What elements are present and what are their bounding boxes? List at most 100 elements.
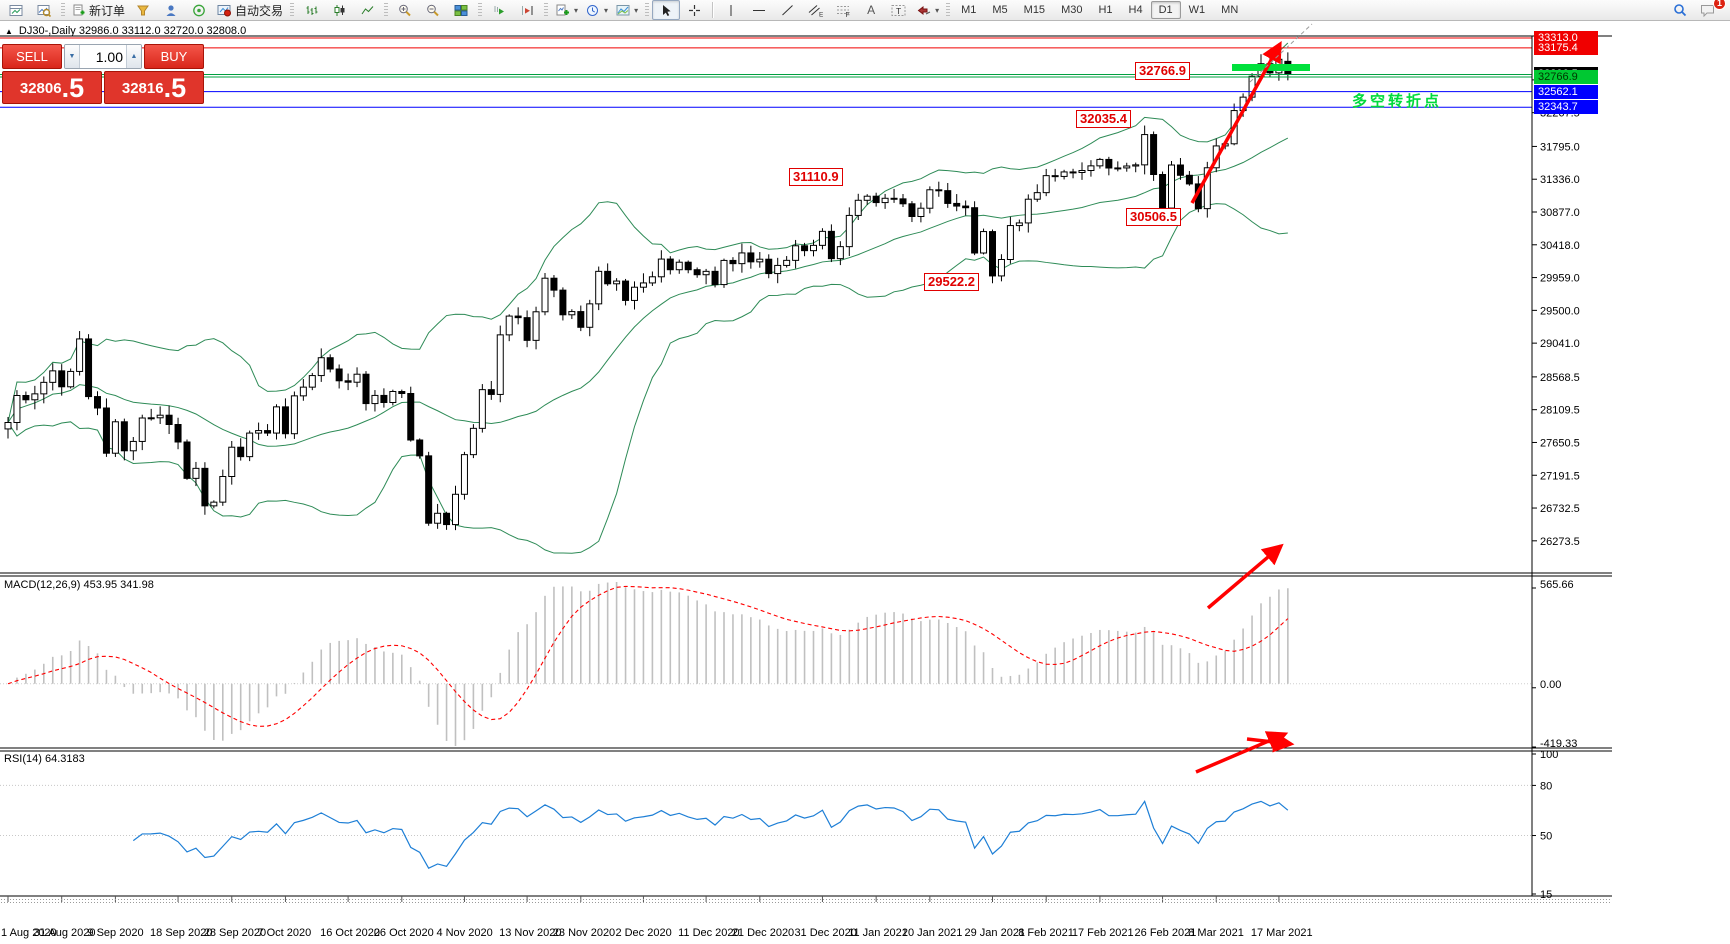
date-axis-label: 16 Oct 2020 — [320, 927, 380, 939]
line-chart-button[interactable] — [353, 0, 381, 20]
templates-caret: ▾ — [634, 5, 639, 15]
community-button[interactable] — [157, 0, 185, 20]
price-line-label: 32562.1 — [1534, 85, 1598, 99]
sell-button[interactable]: SELL — [2, 44, 62, 69]
timeframe-button-D1[interactable]: D1 — [1150, 1, 1181, 19]
price-line-label: 33175.4 — [1534, 41, 1598, 55]
notifications-button[interactable]: 1 — [1694, 0, 1726, 20]
price-axis-tick: 31336.0 — [1540, 174, 1580, 186]
profiles-button[interactable] — [30, 0, 58, 20]
toolbar-grip — [478, 2, 483, 18]
buy-price-frac: .5 — [163, 73, 187, 103]
price-line-label: 32343.7 — [1534, 100, 1598, 114]
date-axis-label: 21 Dec 2020 — [732, 927, 794, 939]
timeframe-button-MN[interactable]: MN — [1221, 4, 1239, 16]
rsi-indicator-label: RSI(14) 64.3183 — [4, 753, 85, 765]
chart-collapse-icon[interactable]: ▲ — [5, 26, 13, 36]
crosshair-tool-button[interactable] — [680, 0, 708, 20]
zoom-in-button[interactable] — [391, 0, 419, 20]
date-axis-label: 23 Nov 2020 — [553, 927, 615, 939]
notification-badge: 1 — [1713, 0, 1726, 10]
rsi-line — [132, 800, 1289, 869]
horizontal-scrollbar[interactable] — [0, 898, 1612, 905]
price-callout[interactable]: 32035.4 — [1076, 110, 1131, 128]
new-order-button[interactable]: 新订单 — [68, 0, 129, 20]
one-click-trading-panel: SELL ▼ ▲ BUY 32806 .5 32816 .5 — [2, 44, 204, 104]
new-chart-button[interactable] — [2, 0, 30, 20]
macd-axis-tick: -419.33 — [1540, 738, 1577, 750]
tile-windows-button[interactable] — [447, 0, 475, 20]
toolbar-grip — [544, 2, 549, 18]
date-axis-label: 17 Feb 2021 — [1072, 927, 1134, 939]
trend-arrow-rsi[interactable] — [1246, 731, 1295, 753]
autotrading-button[interactable]: 自动交易 — [213, 0, 287, 20]
trend-arrow-rsi[interactable] — [1195, 731, 1289, 774]
timeframe-button-M15[interactable]: M15 — [1023, 4, 1046, 16]
chart-title-bar[interactable]: ▲ DJ30-,Daily 32986.0 33112.0 32720.0 32… — [5, 25, 246, 37]
timeframe-button-H1[interactable]: H1 — [1098, 4, 1113, 16]
volume-spinner: ▼ ▲ — [64, 44, 142, 69]
indicators-caret: ▾ — [574, 5, 579, 15]
candle-chart-button[interactable] — [325, 0, 353, 20]
funnel-button[interactable] — [129, 0, 157, 20]
main-toolbar: 新订单 自动交易 ▾ ▾ ▾ E F A T ▾ M1 M5 M15 M30 H1 H4 D… — [0, 0, 1730, 21]
buy-price-box[interactable]: 32816 .5 — [104, 71, 204, 104]
chart-shift-button[interactable] — [513, 0, 541, 20]
rsi-axis-tick: 50 — [1540, 831, 1552, 843]
chart-title-text: DJ30-,Daily 32986.0 33112.0 32720.0 3280… — [18, 25, 247, 37]
main-chart-panel — [4, 42, 1292, 554]
timeframe-button-M1[interactable]: M1 — [961, 4, 977, 16]
bar-chart-button[interactable] — [297, 0, 325, 20]
zoom-out-button[interactable] — [419, 0, 447, 20]
toolbar-grip — [290, 2, 295, 18]
channel-tool-button[interactable]: E — [801, 0, 829, 20]
shapes-tool-button[interactable]: ▾ — [913, 0, 943, 20]
macd-axis-tick: 0.00 — [1540, 679, 1561, 691]
trendline-tool-button[interactable] — [773, 0, 801, 20]
templates-button[interactable]: ▾ — [612, 0, 642, 20]
price-callout[interactable]: 30506.5 — [1126, 208, 1181, 226]
date-axis-label: 28 Sep 2020 — [204, 927, 266, 939]
date-axis-label: 26 Oct 2020 — [374, 927, 434, 939]
price-callout[interactable]: 31110.9 — [789, 168, 843, 186]
indicators-button[interactable]: ▾ — [551, 0, 582, 20]
volume-input[interactable] — [80, 45, 126, 68]
price-callout[interactable]: 32766.9 — [1135, 62, 1190, 80]
price-callout[interactable]: 29522.2 — [924, 273, 979, 291]
volume-increase-button[interactable]: ▲ — [126, 45, 141, 68]
search-button[interactable] — [1666, 0, 1694, 20]
price-axis-tick: 29500.0 — [1540, 305, 1580, 317]
label-tool-button[interactable]: T — [885, 0, 913, 20]
date-axis-label: 11 Jan 2021 — [848, 927, 908, 939]
text-tool-button[interactable]: A — [857, 0, 885, 20]
periods-button[interactable]: ▾ — [582, 0, 612, 20]
timeframe-button-M30[interactable]: M30 — [1061, 4, 1083, 16]
sell-price-main: 32806 — [19, 80, 62, 97]
sell-price-box[interactable]: 32806 .5 — [2, 71, 102, 104]
bollinger-band-line — [7, 42, 1289, 423]
cursor-tool-button[interactable] — [652, 0, 681, 20]
volume-decrease-button[interactable]: ▼ — [65, 45, 80, 68]
buy-button[interactable]: BUY — [144, 44, 204, 69]
trend-arrow-main[interactable] — [1190, 40, 1282, 204]
date-axis-label: 9 Sep 2020 — [87, 927, 143, 939]
date-axis-label: 4 Nov 2020 — [436, 927, 492, 939]
macd-signal-line — [7, 585, 1289, 727]
timeframe-button-M5[interactable]: M5 — [992, 4, 1008, 16]
signal-button[interactable] — [185, 0, 213, 20]
trend-arrow-macd[interactable] — [1206, 543, 1284, 610]
new-order-label: 新订单 — [89, 3, 126, 18]
timeframe-button-H4[interactable]: H4 — [1128, 4, 1143, 16]
date-axis-label: 1 Aug 2020 — [1, 927, 57, 939]
timeframe-button-W1[interactable]: W1 — [1188, 4, 1206, 16]
auto-scroll-button[interactable] — [485, 0, 513, 20]
price-axis-tick: 30418.0 — [1540, 240, 1580, 252]
dashed-trendline[interactable] — [1249, 23, 1313, 83]
fibonacci-tool-button[interactable]: F — [829, 0, 857, 20]
horizontal-line-tool-button[interactable] — [745, 0, 773, 20]
toolbar-separator — [712, 2, 714, 18]
chart-canvas[interactable]: 32726.532267.531795.031336.030877.030418… — [0, 22, 1612, 944]
vertical-line-tool-button[interactable] — [717, 0, 745, 20]
date-axis-label: 8 Mar 2021 — [1188, 927, 1244, 939]
toolbar-grip — [645, 2, 650, 18]
